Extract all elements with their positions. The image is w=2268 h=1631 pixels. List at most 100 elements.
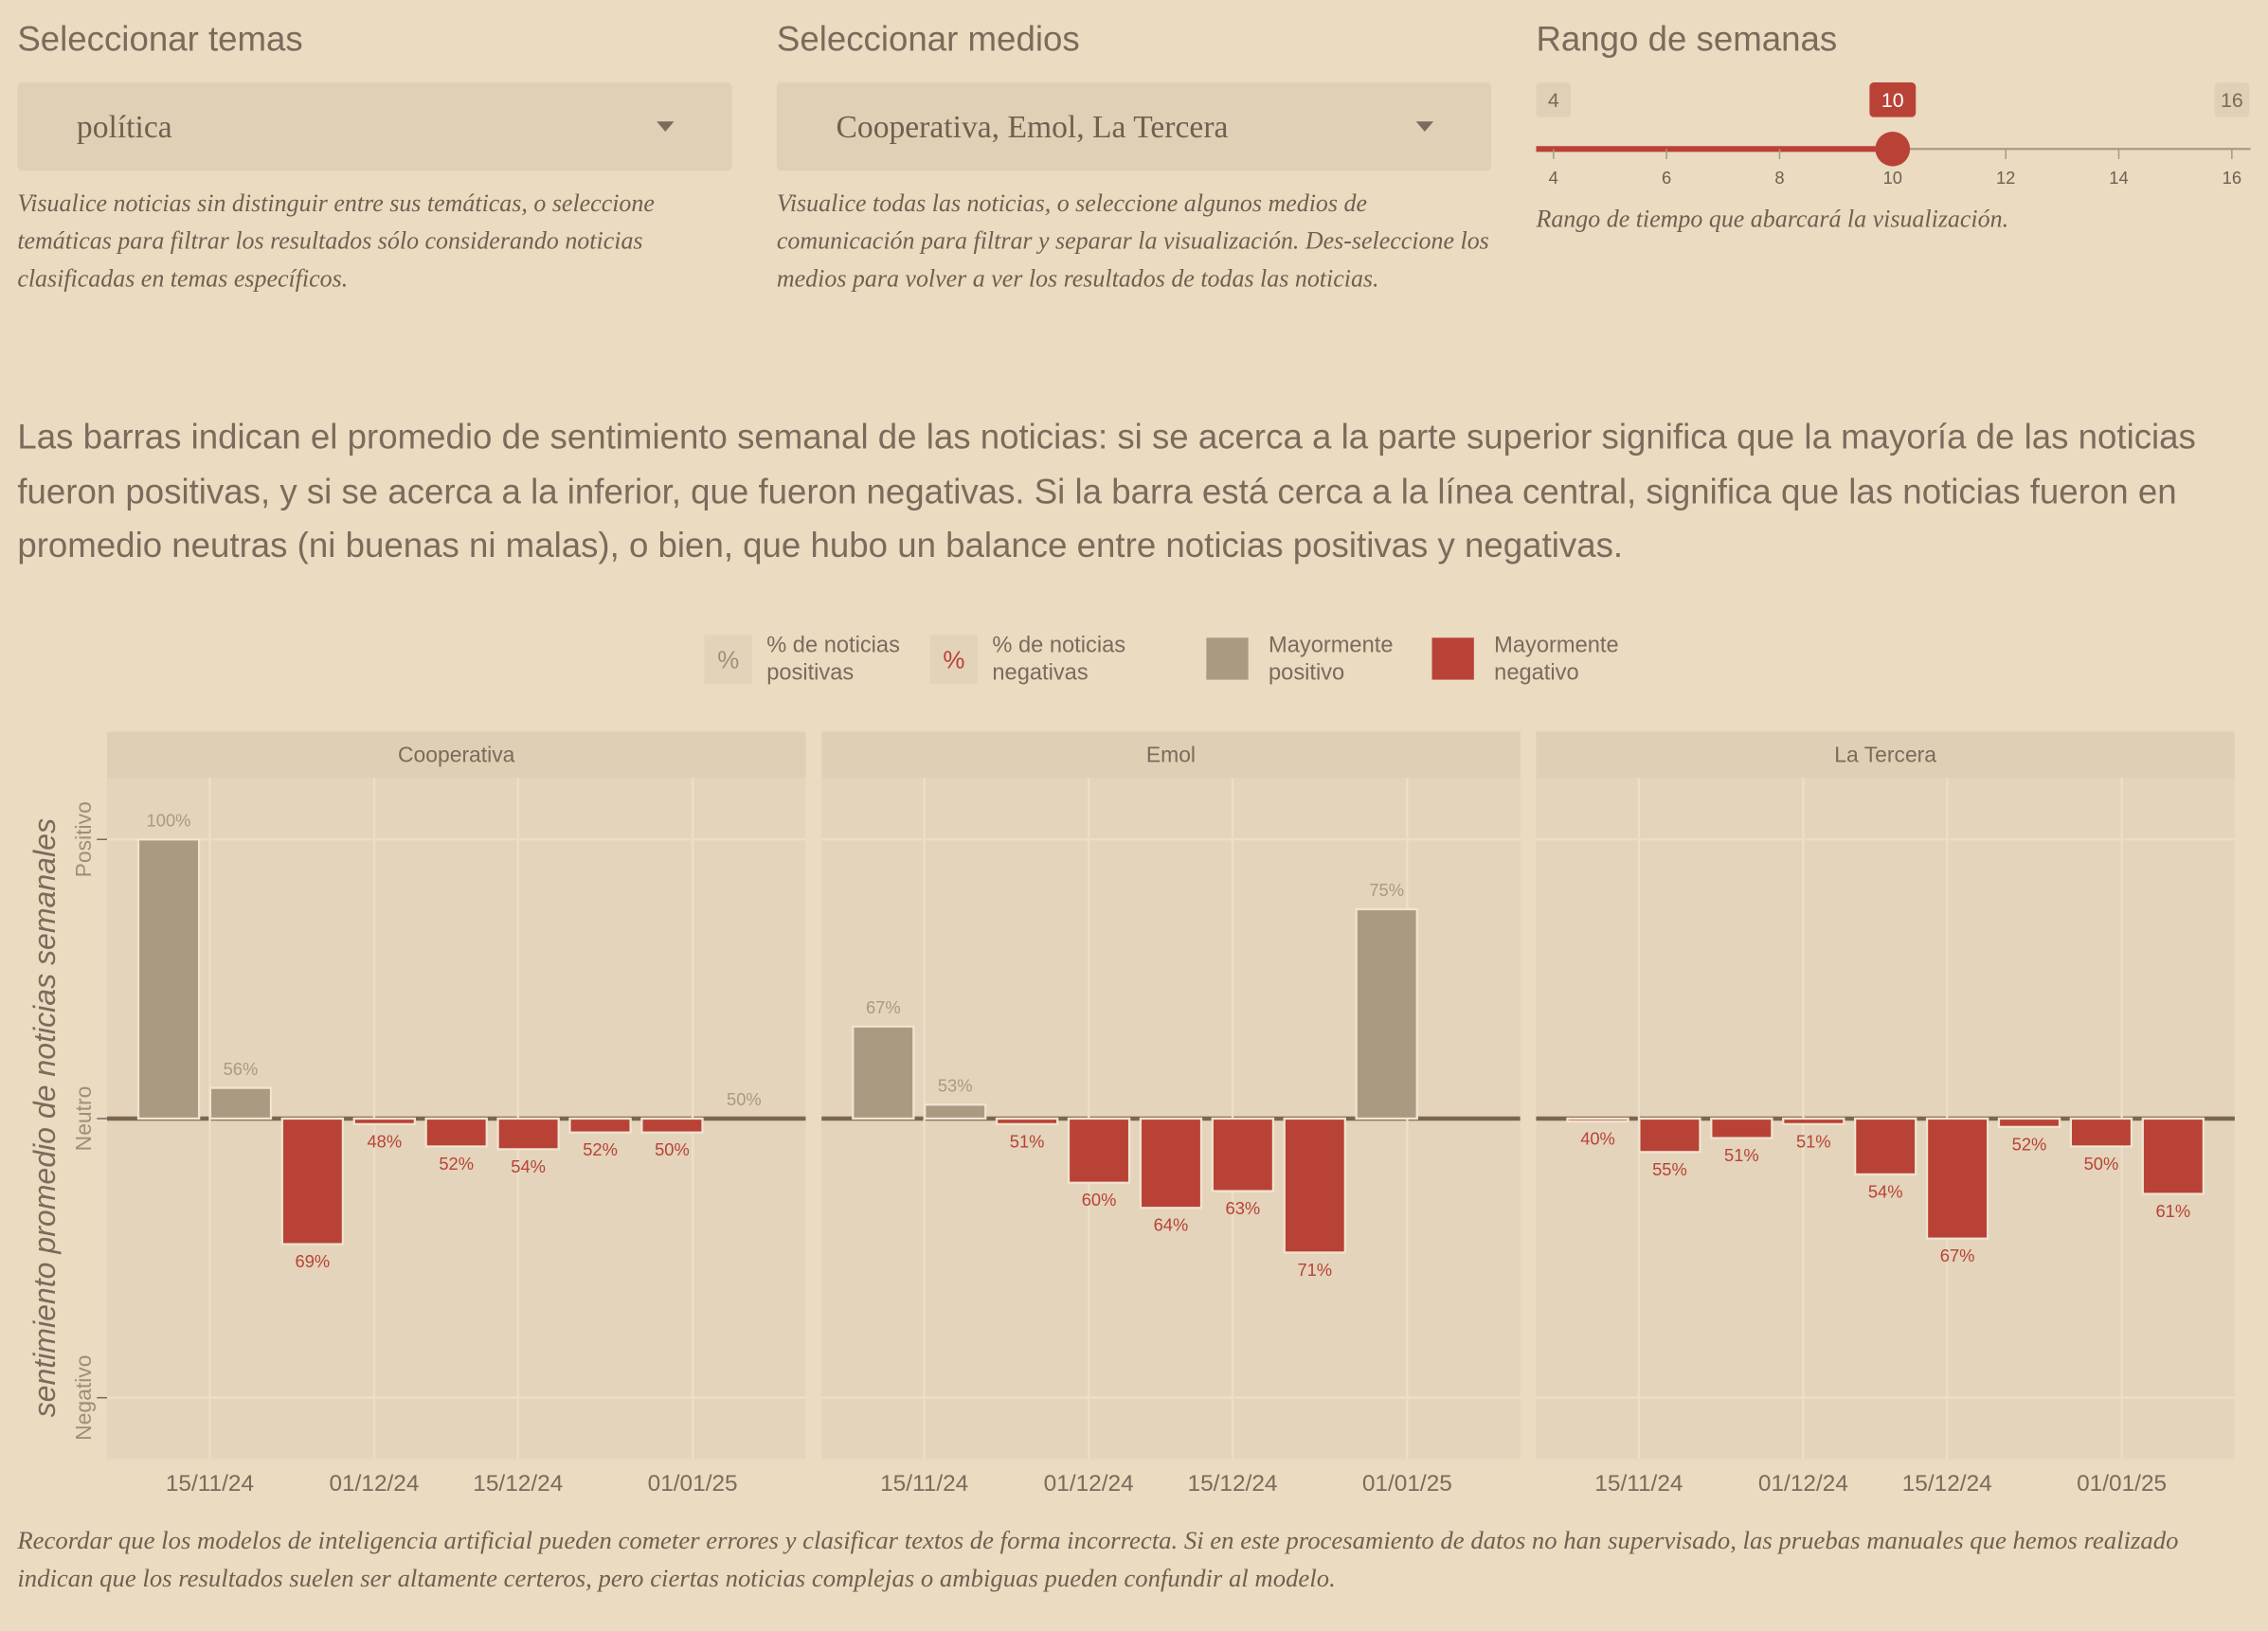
x-tick-label: 01/01/25 bbox=[1362, 1471, 1452, 1497]
bar bbox=[2141, 1117, 2205, 1195]
bar-label: 100% bbox=[147, 811, 191, 831]
help-text: Visualice noticias sin distinguir entre … bbox=[17, 189, 655, 293]
legend-label: % de noticias positivas bbox=[766, 634, 900, 686]
bar bbox=[424, 1117, 488, 1148]
slider-tick-label: 6 bbox=[1662, 168, 1671, 188]
slider-badge-label: 16 bbox=[2221, 89, 2243, 112]
x-tick-label: 15/11/24 bbox=[1594, 1471, 1683, 1497]
legend-key bbox=[929, 635, 979, 685]
dropdown[interactable]: política bbox=[17, 82, 732, 171]
bar bbox=[995, 1117, 1059, 1126]
x-tick-label: 15/12/24 bbox=[1902, 1471, 1992, 1497]
bar-label: 71% bbox=[1297, 1260, 1332, 1280]
bar-label: 54% bbox=[1868, 1181, 1903, 1201]
x-tick-label: 01/12/24 bbox=[1044, 1471, 1134, 1497]
legend-key bbox=[1206, 637, 1249, 680]
bar-label: 67% bbox=[1940, 1246, 1975, 1265]
bar-label: 52% bbox=[439, 1154, 474, 1174]
slider-badge bbox=[2214, 82, 2250, 117]
x-tick-label: 01/01/25 bbox=[2077, 1471, 2167, 1497]
bar-label: 50% bbox=[2084, 1154, 2119, 1174]
bar bbox=[1638, 1117, 1701, 1154]
x-tick-label: 15/12/24 bbox=[1188, 1471, 1278, 1497]
x-tick-label: 01/12/24 bbox=[329, 1471, 419, 1497]
bar-label: 55% bbox=[1652, 1159, 1687, 1179]
bar-label: 50% bbox=[655, 1139, 690, 1159]
bar-label: 53% bbox=[938, 1076, 973, 1096]
bar-label: 63% bbox=[1226, 1198, 1261, 1218]
slider-badge-label: 10 bbox=[1881, 89, 1904, 112]
bar-label: 51% bbox=[1010, 1131, 1045, 1151]
slider-tick-label: 16 bbox=[2223, 168, 2241, 188]
control-label: Seleccionar medios bbox=[776, 20, 1080, 60]
bar-label: 67% bbox=[866, 997, 901, 1017]
bar bbox=[208, 1086, 273, 1120]
topic-control: Seleccionar temas política Visualice not… bbox=[17, 20, 732, 297]
legend-key bbox=[704, 635, 752, 685]
slider-badge-label: 4 bbox=[1548, 89, 1559, 112]
bar-label: 40% bbox=[1580, 1128, 1615, 1148]
slider-handle[interactable] bbox=[1875, 131, 1911, 167]
bar-label: 50% bbox=[727, 1089, 762, 1109]
x-tick-label: 01/01/25 bbox=[648, 1471, 738, 1497]
legend-key bbox=[1431, 637, 1474, 680]
bar-label: 54% bbox=[511, 1156, 546, 1176]
bar bbox=[1211, 1117, 1275, 1192]
week-control: Rango de semanas 4 6 8 10 12 14 16 4 16 10 Rango … bbox=[1536, 20, 2251, 239]
legend-label: Mayormente positivo bbox=[1269, 634, 1393, 686]
y-tick-label: Positivo bbox=[71, 801, 96, 877]
bar-label: 56% bbox=[224, 1059, 259, 1079]
description: Las barras indican el promedio de sentim… bbox=[17, 418, 2196, 565]
slider-tick-label: 12 bbox=[1996, 168, 2015, 188]
bar-label: 75% bbox=[1369, 880, 1404, 900]
slider-tick-label: 14 bbox=[2109, 168, 2128, 188]
bar bbox=[1710, 1117, 1773, 1139]
help-text: Rango de tiempo que abarcará la visualiz… bbox=[1536, 205, 2009, 233]
dropdown[interactable]: Cooperativa, Emol, La Tercera bbox=[776, 82, 1492, 171]
x-tick-label: 15/12/24 bbox=[473, 1471, 563, 1497]
facet-strip bbox=[821, 731, 1521, 779]
bar-label: 69% bbox=[296, 1251, 331, 1271]
y-tick-label: Neutro bbox=[71, 1086, 96, 1152]
bar bbox=[1566, 1117, 1629, 1123]
bar bbox=[1782, 1117, 1845, 1126]
facet-title: Cooperativa bbox=[398, 743, 515, 767]
bar-label: 48% bbox=[367, 1131, 402, 1151]
bar bbox=[852, 1025, 915, 1120]
slider-tick-label: 8 bbox=[1774, 168, 1784, 188]
legend-symbol: % bbox=[943, 647, 964, 673]
bar bbox=[136, 838, 201, 1120]
legend-symbol: % bbox=[717, 647, 739, 673]
bar-label: 52% bbox=[583, 1139, 618, 1159]
bar bbox=[352, 1117, 416, 1126]
bar bbox=[1925, 1117, 1989, 1240]
bar bbox=[1139, 1117, 1203, 1210]
facet-strip bbox=[1536, 731, 2235, 779]
bar bbox=[496, 1117, 560, 1151]
x-tick-label: 15/11/24 bbox=[166, 1471, 254, 1497]
bar-label: 61% bbox=[2156, 1201, 2191, 1221]
bar-label: 64% bbox=[1154, 1215, 1189, 1235]
x-tick-label: 15/11/24 bbox=[880, 1471, 968, 1497]
y-axis-label: sentimiento promedio de noticias semanal… bbox=[27, 818, 62, 1417]
bar bbox=[568, 1117, 632, 1134]
bar bbox=[1853, 1117, 1917, 1176]
bar-label: 60% bbox=[1082, 1190, 1117, 1210]
bar bbox=[923, 1103, 987, 1120]
bar bbox=[1997, 1117, 2061, 1128]
help-text: Visualice todas las noticias, o seleccio… bbox=[776, 189, 1489, 293]
x-tick-label: 01/12/24 bbox=[1758, 1471, 1848, 1497]
media-control: Seleccionar medios Cooperativa, Emol, La… bbox=[776, 20, 1492, 297]
slider-tick-label: 4 bbox=[1549, 168, 1558, 188]
bar bbox=[640, 1117, 704, 1134]
bar bbox=[1355, 907, 1418, 1120]
bar bbox=[1283, 1117, 1346, 1254]
footnote: Recordar que los modelos de inteligencia… bbox=[17, 1525, 2179, 1593]
control-label: Seleccionar temas bbox=[17, 20, 303, 60]
slider-badge bbox=[1536, 82, 1572, 117]
bar-label: 51% bbox=[1724, 1145, 1759, 1165]
bar bbox=[280, 1117, 345, 1246]
slider-tick-label: 10 bbox=[1883, 168, 1902, 188]
slider[interactable]: 4 6 8 10 12 14 16 4 16 10 bbox=[1536, 80, 2251, 195]
